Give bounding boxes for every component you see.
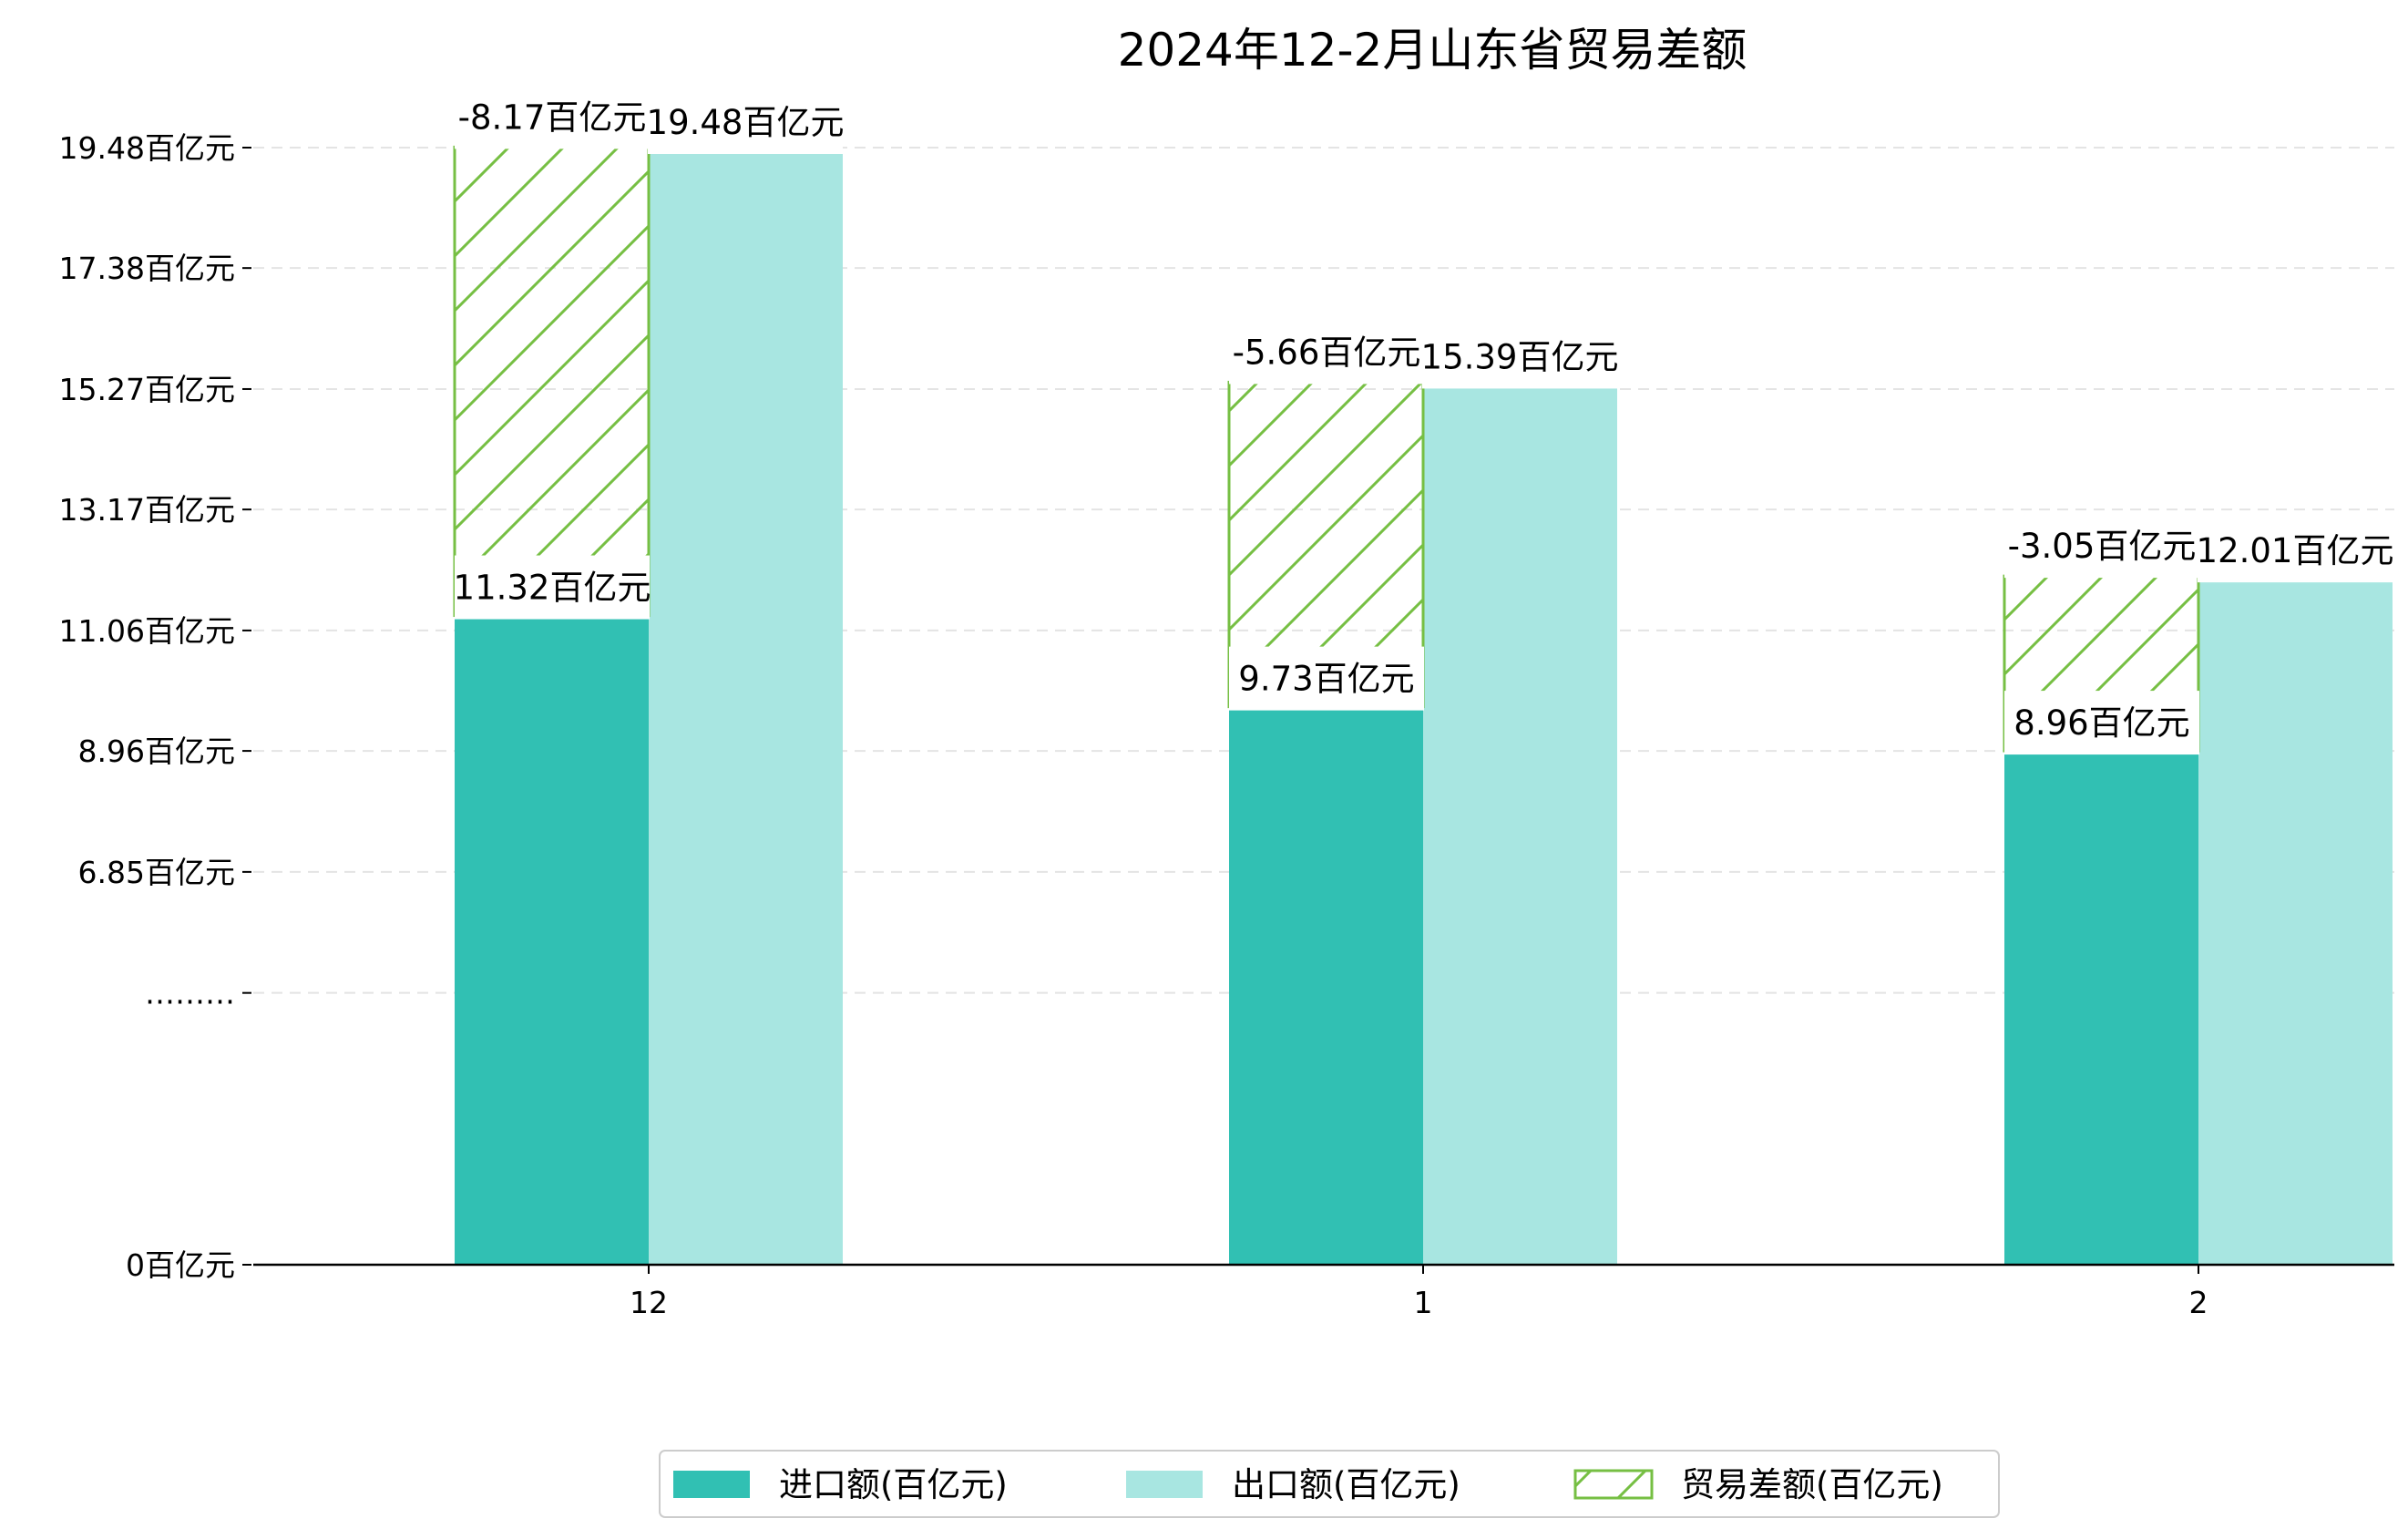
import-value-label-bg: [1229, 646, 1424, 711]
export-value-label: 19.48百亿元: [647, 103, 845, 142]
import-value-label: 9.73百亿元: [1238, 660, 1414, 699]
y-tick-label: ………: [145, 976, 235, 1011]
y-tick-label: 6.85百亿元: [78, 855, 235, 890]
import-value-label-bg: [2004, 691, 2199, 755]
export-value-label-bg: [2198, 518, 2393, 583]
legend-swatch: [1573, 1469, 1654, 1500]
legend-label: 贸易差额(百亿元): [1681, 1465, 1943, 1504]
legend-label: 进口额(百亿元): [779, 1465, 1008, 1504]
import-value-label: 11.32百亿元: [454, 569, 651, 608]
import-value-label-bg: [455, 555, 650, 620]
y-tick-label: 17.38百亿元: [59, 251, 235, 286]
export-value-label-bg: [648, 90, 843, 154]
legend-box: [659, 1450, 2000, 1518]
y-tick-label: 13.17百亿元: [59, 492, 235, 528]
balance-value-label: -3.05百亿元: [2008, 527, 2197, 566]
import-bar: [2004, 751, 2198, 1265]
y-tick-label: 15.27百亿元: [59, 372, 235, 407]
legend-label: 出口额(百亿元): [1232, 1465, 1460, 1504]
x-tick-label: 1: [1414, 1285, 1433, 1320]
legend: 进口额(百亿元) 出口额(百亿元) 贸易差额(百亿元): [659, 1450, 2000, 1518]
import-bar: [1229, 706, 1423, 1265]
balance-value-label-bg: [455, 85, 650, 149]
export-value-label-bg: [1422, 324, 1617, 389]
balance-value-label: -5.66百亿元: [1233, 333, 1421, 372]
legend-swatch: [673, 1471, 750, 1498]
import-bar: [455, 615, 649, 1265]
bar-labels: 19.48百亿元 11.32百亿元 -8.17百亿元 15.39百亿元 9.73百亿元 -…: [454, 85, 2394, 755]
export-bar: [1423, 382, 1617, 1265]
balance-value-label: -8.17百亿元: [458, 97, 647, 137]
x-tick-label: 2: [2189, 1285, 2208, 1320]
export-bar: [2198, 576, 2393, 1265]
export-value-label: 12.01百亿元: [2197, 531, 2394, 570]
y-tick-label: 0百亿元: [126, 1247, 235, 1283]
balance-bar: [453, 145, 651, 618]
y-tick-label: 8.96百亿元: [78, 734, 235, 769]
chart-title: 2024年12-2月山东省贸易差额: [1118, 24, 1747, 77]
x-tick-label: 12: [630, 1285, 668, 1320]
y-tick-label: 11.06百亿元: [59, 613, 235, 649]
balance-value-label-bg: [1229, 320, 1424, 385]
import-value-label: 8.96百亿元: [2013, 703, 2189, 743]
legend-swatch: [1126, 1471, 1203, 1498]
export-value-label: 15.39百亿元: [1421, 337, 1619, 376]
axes: 0百亿元 ……… 6.85百亿元 8.96百亿元 11.06百亿元 13.17百亿元 15.…: [59, 130, 2394, 1320]
export-bar: [649, 148, 843, 1265]
y-tick-label: 19.48百亿元: [59, 130, 235, 166]
balance-value-label-bg: [2004, 514, 2199, 579]
